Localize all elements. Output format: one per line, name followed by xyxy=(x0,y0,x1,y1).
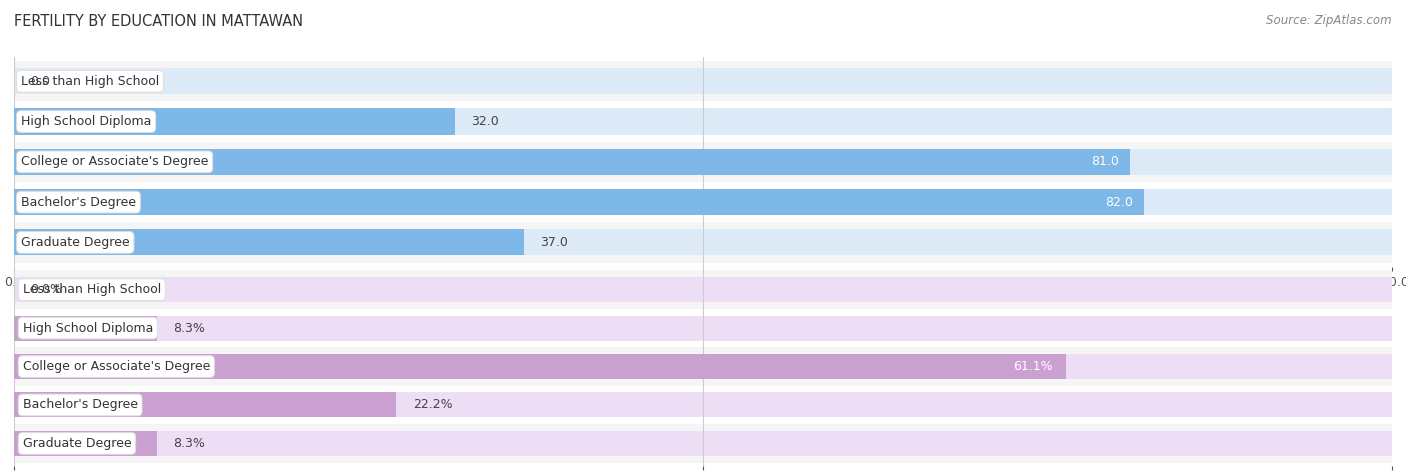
Text: High School Diploma: High School Diploma xyxy=(21,115,152,128)
Text: Less than High School: Less than High School xyxy=(21,75,159,88)
Bar xyxy=(14,270,1392,309)
Bar xyxy=(14,189,1392,215)
Bar xyxy=(14,109,456,135)
Bar xyxy=(14,101,1392,142)
Text: College or Associate's Degree: College or Associate's Degree xyxy=(21,155,208,169)
Text: Bachelor's Degree: Bachelor's Degree xyxy=(22,398,138,411)
Bar xyxy=(14,68,1392,94)
Text: 81.0: 81.0 xyxy=(1091,155,1119,169)
Bar xyxy=(14,431,1392,456)
Bar xyxy=(14,229,524,256)
Bar xyxy=(14,316,1392,340)
Bar xyxy=(14,424,1392,463)
Bar xyxy=(14,316,157,340)
Bar xyxy=(14,393,1392,417)
Text: 8.3%: 8.3% xyxy=(173,437,205,450)
Bar xyxy=(14,149,1130,175)
Text: Bachelor's Degree: Bachelor's Degree xyxy=(21,196,136,208)
Bar xyxy=(14,309,1392,347)
Text: Graduate Degree: Graduate Degree xyxy=(22,437,131,450)
Bar xyxy=(14,229,1392,256)
Text: Less than High School: Less than High School xyxy=(22,283,160,296)
Bar xyxy=(14,431,157,456)
Bar xyxy=(14,393,396,417)
Bar xyxy=(14,354,1066,379)
Text: 0.0: 0.0 xyxy=(31,75,51,88)
Text: 0.0%: 0.0% xyxy=(31,283,63,296)
Text: 82.0: 82.0 xyxy=(1105,196,1133,208)
Text: Graduate Degree: Graduate Degree xyxy=(21,236,129,249)
Text: High School Diploma: High School Diploma xyxy=(22,322,153,335)
Text: 37.0: 37.0 xyxy=(540,236,568,249)
Bar xyxy=(14,142,1392,182)
Bar xyxy=(14,222,1392,263)
Bar xyxy=(14,109,1392,135)
Text: FERTILITY BY EDUCATION IN MATTAWAN: FERTILITY BY EDUCATION IN MATTAWAN xyxy=(14,14,304,30)
Text: 61.1%: 61.1% xyxy=(1012,360,1053,373)
Bar xyxy=(14,386,1392,424)
Bar xyxy=(14,277,1392,302)
Bar xyxy=(14,149,1392,175)
Bar xyxy=(14,347,1392,386)
Bar xyxy=(14,189,1144,215)
Bar xyxy=(14,354,1392,379)
Text: Source: ZipAtlas.com: Source: ZipAtlas.com xyxy=(1267,14,1392,27)
Text: 8.3%: 8.3% xyxy=(173,322,205,335)
Bar xyxy=(14,182,1392,222)
Bar xyxy=(14,61,1392,101)
Text: 22.2%: 22.2% xyxy=(413,398,453,411)
Text: College or Associate's Degree: College or Associate's Degree xyxy=(22,360,209,373)
Text: 32.0: 32.0 xyxy=(471,115,499,128)
